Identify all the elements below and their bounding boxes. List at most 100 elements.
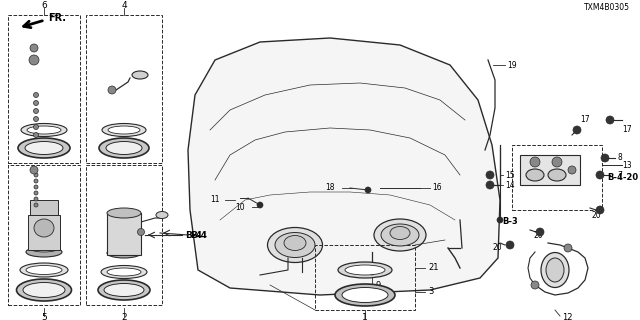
Ellipse shape bbox=[17, 279, 72, 301]
Ellipse shape bbox=[345, 265, 385, 275]
Text: 6: 6 bbox=[41, 2, 47, 11]
Text: B-4: B-4 bbox=[190, 230, 207, 239]
Ellipse shape bbox=[606, 116, 614, 124]
Text: 17: 17 bbox=[622, 125, 632, 134]
Text: 9: 9 bbox=[375, 281, 380, 290]
Text: FR.: FR. bbox=[48, 13, 66, 23]
Ellipse shape bbox=[30, 44, 38, 52]
Ellipse shape bbox=[34, 219, 54, 237]
Ellipse shape bbox=[335, 284, 395, 306]
Ellipse shape bbox=[34, 203, 38, 207]
Text: B-4: B-4 bbox=[185, 230, 202, 239]
Ellipse shape bbox=[132, 71, 148, 79]
Ellipse shape bbox=[26, 247, 62, 257]
Bar bbox=[520, 155, 580, 185]
Ellipse shape bbox=[268, 228, 323, 262]
Ellipse shape bbox=[23, 283, 65, 298]
Bar bbox=[8, 165, 80, 305]
Ellipse shape bbox=[107, 268, 141, 276]
Ellipse shape bbox=[536, 228, 544, 236]
Text: 4: 4 bbox=[121, 2, 127, 11]
Ellipse shape bbox=[497, 217, 503, 223]
Polygon shape bbox=[188, 38, 500, 295]
Ellipse shape bbox=[33, 108, 38, 114]
Ellipse shape bbox=[101, 266, 147, 278]
Ellipse shape bbox=[573, 126, 581, 134]
Ellipse shape bbox=[486, 171, 494, 179]
Ellipse shape bbox=[390, 227, 410, 239]
Ellipse shape bbox=[29, 244, 59, 252]
Ellipse shape bbox=[596, 171, 604, 179]
Bar bbox=[86, 15, 162, 163]
Ellipse shape bbox=[257, 202, 263, 208]
Ellipse shape bbox=[104, 284, 144, 297]
Ellipse shape bbox=[548, 169, 566, 181]
Ellipse shape bbox=[275, 233, 315, 258]
Ellipse shape bbox=[138, 228, 145, 236]
Ellipse shape bbox=[29, 55, 39, 65]
Text: 20: 20 bbox=[492, 244, 502, 252]
Bar bbox=[107, 213, 141, 255]
Ellipse shape bbox=[342, 287, 388, 302]
Ellipse shape bbox=[369, 269, 375, 275]
Ellipse shape bbox=[108, 126, 140, 134]
Ellipse shape bbox=[21, 124, 67, 137]
Ellipse shape bbox=[530, 157, 540, 167]
Text: 21: 21 bbox=[428, 263, 438, 273]
Ellipse shape bbox=[546, 258, 564, 282]
Text: 3: 3 bbox=[428, 287, 433, 297]
Text: 13: 13 bbox=[622, 161, 632, 170]
Ellipse shape bbox=[33, 100, 38, 106]
Ellipse shape bbox=[284, 236, 306, 251]
Text: 2: 2 bbox=[121, 314, 127, 320]
Ellipse shape bbox=[34, 179, 38, 183]
Ellipse shape bbox=[108, 86, 116, 94]
Ellipse shape bbox=[20, 263, 68, 277]
Ellipse shape bbox=[541, 252, 569, 287]
Ellipse shape bbox=[34, 191, 38, 195]
Ellipse shape bbox=[27, 126, 61, 134]
Text: 15: 15 bbox=[505, 171, 515, 180]
Text: 12: 12 bbox=[562, 314, 573, 320]
Ellipse shape bbox=[98, 280, 150, 300]
Ellipse shape bbox=[568, 166, 576, 174]
Text: 20: 20 bbox=[533, 230, 543, 239]
Bar bbox=[86, 165, 162, 305]
Ellipse shape bbox=[552, 157, 562, 167]
Ellipse shape bbox=[102, 124, 146, 137]
Ellipse shape bbox=[486, 181, 494, 189]
Text: B-3: B-3 bbox=[502, 218, 518, 227]
Text: TXM4B0305: TXM4B0305 bbox=[584, 4, 630, 12]
Bar bbox=[28, 215, 60, 250]
Ellipse shape bbox=[156, 212, 168, 219]
Text: 8: 8 bbox=[617, 154, 621, 163]
Ellipse shape bbox=[34, 185, 38, 189]
Ellipse shape bbox=[107, 248, 141, 258]
Ellipse shape bbox=[33, 92, 38, 98]
Ellipse shape bbox=[381, 224, 419, 246]
Ellipse shape bbox=[34, 173, 38, 177]
Ellipse shape bbox=[596, 206, 604, 214]
Text: 7: 7 bbox=[617, 171, 622, 180]
Ellipse shape bbox=[106, 141, 142, 155]
Text: 20: 20 bbox=[592, 211, 602, 220]
Ellipse shape bbox=[33, 116, 38, 122]
Ellipse shape bbox=[26, 266, 62, 275]
Ellipse shape bbox=[30, 166, 38, 174]
Ellipse shape bbox=[99, 138, 149, 158]
Ellipse shape bbox=[34, 197, 38, 201]
Text: 5: 5 bbox=[41, 314, 47, 320]
Text: 18: 18 bbox=[326, 183, 335, 193]
Ellipse shape bbox=[601, 154, 609, 162]
Ellipse shape bbox=[506, 241, 514, 249]
Bar bbox=[8, 15, 80, 163]
Ellipse shape bbox=[531, 281, 539, 289]
Text: 16: 16 bbox=[432, 183, 442, 193]
Text: 10: 10 bbox=[236, 203, 245, 212]
Ellipse shape bbox=[526, 169, 544, 181]
Bar bbox=[315, 245, 415, 310]
Ellipse shape bbox=[18, 138, 70, 158]
Ellipse shape bbox=[338, 262, 392, 278]
Text: B-4-20: B-4-20 bbox=[607, 173, 638, 182]
Ellipse shape bbox=[33, 124, 38, 130]
